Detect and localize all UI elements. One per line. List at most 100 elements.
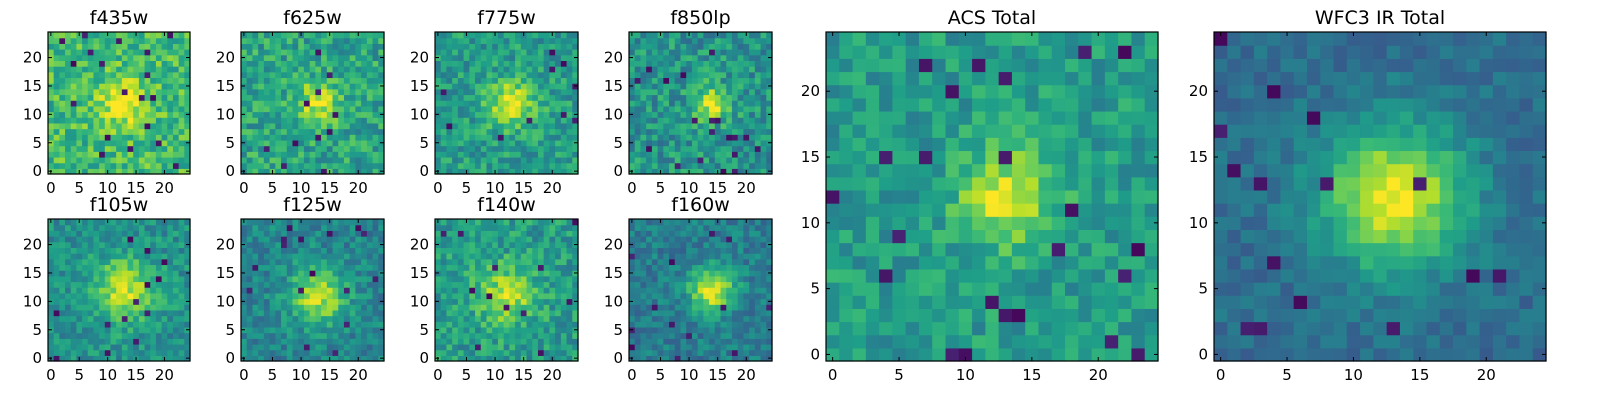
heatmap-cell xyxy=(161,43,168,50)
heatmap-cell xyxy=(338,83,345,90)
heatmap-cell xyxy=(338,43,345,50)
heatmap-cell xyxy=(315,105,322,113)
heatmap-cell xyxy=(731,66,739,73)
heatmap-cell xyxy=(150,151,157,158)
heatmap-cell xyxy=(110,321,117,328)
heatmap-cell xyxy=(343,156,351,164)
heatmap-cell xyxy=(555,253,562,260)
heatmap-cell xyxy=(70,338,77,345)
x-tick-label: 20 xyxy=(543,366,562,384)
heatmap-cell xyxy=(361,128,368,135)
heatmap-cell xyxy=(315,309,322,317)
heatmap-cell xyxy=(669,332,676,339)
x-tick-label: 15 xyxy=(514,179,533,197)
heatmap-cell xyxy=(309,219,316,226)
heatmap-cell xyxy=(82,326,89,334)
heatmap-cell xyxy=(172,349,180,356)
y-tick-label: 20 xyxy=(410,236,429,254)
heatmap-cell xyxy=(258,139,265,147)
heatmap-cell xyxy=(509,298,516,305)
heatmap-cell xyxy=(258,219,265,226)
heatmap-cell xyxy=(252,230,259,237)
heatmap-cell xyxy=(76,49,83,56)
heatmap-cell xyxy=(651,66,659,73)
heatmap-cell xyxy=(509,281,516,288)
heatmap-cell xyxy=(720,281,727,288)
heatmap-cell xyxy=(651,88,659,96)
heatmap-cell xyxy=(315,151,322,158)
heatmap-cell xyxy=(469,49,476,56)
heatmap-cell xyxy=(457,298,465,305)
heatmap-cell xyxy=(457,355,465,362)
heatmap-cell xyxy=(549,111,556,118)
heatmap-cell xyxy=(731,128,739,135)
heatmap-cell xyxy=(749,343,756,351)
heatmap-cell xyxy=(361,37,368,44)
heatmap-cell xyxy=(338,241,345,248)
heatmap-cell xyxy=(572,134,579,141)
heatmap-cell xyxy=(53,122,60,130)
heatmap-cell xyxy=(463,134,470,141)
heatmap-cell xyxy=(714,338,722,345)
heatmap-cell xyxy=(737,151,744,158)
heatmap-cell xyxy=(144,88,151,96)
heatmap-cell xyxy=(161,309,168,317)
heatmap-cell xyxy=(309,304,316,311)
heatmap-cell xyxy=(634,43,642,50)
heatmap-cell xyxy=(133,156,140,164)
heatmap-cell xyxy=(457,88,465,96)
heatmap-cell xyxy=(537,168,545,175)
heatmap-cell xyxy=(178,264,185,271)
heatmap-cell xyxy=(691,349,699,356)
heatmap-cell xyxy=(321,145,328,152)
heatmap-cell xyxy=(133,309,140,317)
heatmap-cell xyxy=(355,224,362,231)
heatmap-cell xyxy=(691,326,699,334)
heatmap-cell xyxy=(116,304,123,311)
heatmap-cell xyxy=(321,162,328,169)
heatmap-cell xyxy=(76,162,83,169)
heatmap-cell xyxy=(737,117,744,124)
heatmap-cell xyxy=(93,281,100,288)
heatmap-cell xyxy=(663,71,670,79)
heatmap-cell xyxy=(121,100,129,107)
heatmap-cell xyxy=(754,43,762,50)
heatmap-cell xyxy=(515,71,522,79)
heatmap-cell xyxy=(48,338,55,345)
heatmap-cell xyxy=(634,134,642,141)
heatmap-cell xyxy=(82,224,89,231)
heatmap-cell xyxy=(321,94,328,101)
heatmap-cell xyxy=(93,66,100,73)
heatmap-cell xyxy=(640,287,647,294)
heatmap-cell xyxy=(76,122,83,130)
heatmap-cell xyxy=(663,122,670,130)
heatmap-cell xyxy=(110,168,117,175)
heatmap-cell xyxy=(281,224,288,231)
heatmap-cell xyxy=(680,162,687,169)
heatmap-cell xyxy=(572,230,579,237)
heatmap-cell xyxy=(326,88,334,96)
heatmap-cell xyxy=(446,162,453,169)
heatmap-cell xyxy=(743,66,750,73)
heatmap-cell xyxy=(731,156,739,164)
heatmap-cell xyxy=(760,321,767,328)
heatmap-cell xyxy=(59,54,66,61)
heatmap-cell xyxy=(76,247,83,254)
heatmap-cell xyxy=(178,145,185,152)
heatmap-cell xyxy=(184,275,191,283)
heatmap-cell xyxy=(184,219,191,226)
heatmap-cell xyxy=(99,168,106,175)
heatmap-cell xyxy=(543,264,550,271)
heatmap-cell xyxy=(104,105,112,113)
heatmap-cell xyxy=(59,309,66,317)
heatmap-cell xyxy=(463,309,470,317)
heatmap-cell xyxy=(555,281,562,288)
heatmap-cell xyxy=(537,236,545,243)
heatmap-cell xyxy=(532,321,539,328)
heatmap-cell xyxy=(144,253,151,260)
heatmap-cell xyxy=(99,37,106,44)
heatmap-cell xyxy=(82,270,89,277)
heatmap-cell xyxy=(155,241,163,248)
heatmap-cell xyxy=(532,338,539,345)
heatmap-cell xyxy=(720,321,727,328)
